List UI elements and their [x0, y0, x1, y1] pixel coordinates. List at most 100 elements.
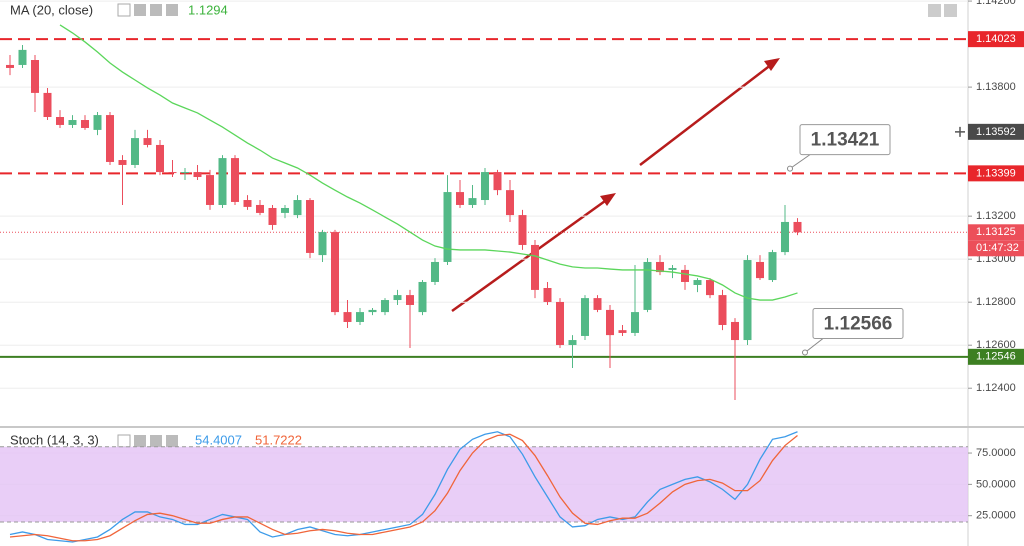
candle-body [393, 295, 402, 301]
price-tag: 1.13125 [976, 226, 1016, 238]
candle-body [231, 158, 239, 202]
candle-body [193, 172, 202, 178]
series-line [9, 431, 798, 543]
arrow-head [600, 193, 616, 206]
countdown-bg [968, 240, 1024, 257]
candle-body [481, 172, 489, 201]
crosshair-tag: 1.13592 [976, 126, 1016, 138]
candle-body [681, 269, 689, 282]
candle-body [606, 309, 614, 336]
crosshair-icon [955, 126, 965, 137]
callout-anchor [787, 165, 793, 172]
candle-body [293, 200, 302, 216]
candle-body [731, 321, 739, 341]
candle-body [56, 117, 64, 125]
candle-body [493, 172, 502, 191]
candle-body [93, 115, 102, 130]
series-line [59, 24, 798, 301]
candle-body [743, 260, 752, 341]
indicator-title: MA (20, close) [10, 2, 93, 17]
icon[interactable] [166, 435, 178, 447]
candle-body [331, 232, 339, 313]
candle-body [281, 207, 289, 213]
candle-body [506, 190, 514, 216]
candle-body [18, 49, 27, 65]
candle-body [381, 300, 389, 313]
indicator-value: 51.7222 [255, 432, 302, 447]
candle-body [581, 298, 589, 336]
candle-body [43, 92, 52, 118]
price-tag-bg [968, 31, 1024, 48]
callout-box [799, 124, 891, 156]
y-tick-label: 1.14200 [976, 0, 1016, 7]
icon[interactable] [134, 4, 146, 16]
price-tag: 1.13399 [976, 167, 1016, 179]
icon[interactable] [928, 4, 941, 17]
candle-body [668, 267, 677, 270]
candle-body [456, 192, 464, 205]
toolbar-icons [117, 3, 957, 448]
indicator-value: 1.1294 [188, 2, 228, 17]
callout-pointer [789, 154, 811, 170]
callout-box [812, 308, 904, 340]
icon[interactable] [134, 435, 146, 447]
icon[interactable] [944, 4, 957, 17]
series-line [9, 433, 798, 542]
candle-body [643, 261, 652, 310]
candle-body [68, 120, 77, 125]
candle-body [568, 340, 577, 345]
candle-body [81, 120, 89, 128]
y-tick-label: 1.12400 [976, 382, 1016, 394]
price-tag: 1.14023 [976, 33, 1016, 45]
candle-body [343, 312, 352, 322]
icon[interactable] [117, 3, 131, 17]
candle-body [756, 261, 764, 279]
candle-body [443, 192, 452, 262]
candle-body [531, 244, 539, 290]
candle-body [143, 138, 152, 145]
candle-body [781, 221, 789, 253]
candle-body [368, 309, 377, 313]
callout-pointer [804, 338, 824, 353]
candle-body [618, 330, 627, 333]
candle-body [268, 207, 277, 225]
candle-body [206, 175, 214, 205]
candle-body [243, 200, 252, 207]
candle-body [543, 287, 552, 302]
candle-body [556, 301, 564, 345]
callout-anchor [802, 349, 808, 356]
candle-body [768, 252, 777, 281]
y-tick-label: 75.0000 [976, 447, 1016, 459]
callout-label: 1.13421 [811, 130, 880, 151]
icon[interactable] [166, 4, 178, 16]
price-tag-bg [968, 224, 1024, 241]
candle-body [156, 144, 164, 173]
icon[interactable] [150, 435, 162, 447]
band-fill [0, 446, 968, 522]
candle-body [631, 312, 639, 333]
candle-body [6, 64, 14, 68]
price-tag-bg [968, 165, 1024, 182]
candle-body [593, 298, 602, 310]
y-tick-label: 1.13200 [976, 210, 1016, 222]
candle-body [118, 160, 127, 165]
candle-body [168, 172, 177, 174]
candle-body [218, 158, 227, 205]
candle-body [318, 232, 327, 256]
price-tag: 1.12546 [976, 351, 1016, 363]
candle-body [431, 261, 439, 282]
candle-body [406, 295, 414, 305]
indicator-value: 54.4007 [195, 432, 242, 447]
y-tick-label: 50.0000 [976, 478, 1016, 490]
candle-body [656, 261, 664, 273]
candle-body [306, 200, 314, 253]
candle-body [106, 115, 114, 162]
arrow-line [639, 60, 777, 166]
candle-body [518, 215, 527, 245]
icon[interactable] [150, 4, 162, 16]
candle-body [181, 172, 189, 174]
y-tick-label: 25.0000 [976, 510, 1016, 522]
candle-body [718, 295, 727, 325]
